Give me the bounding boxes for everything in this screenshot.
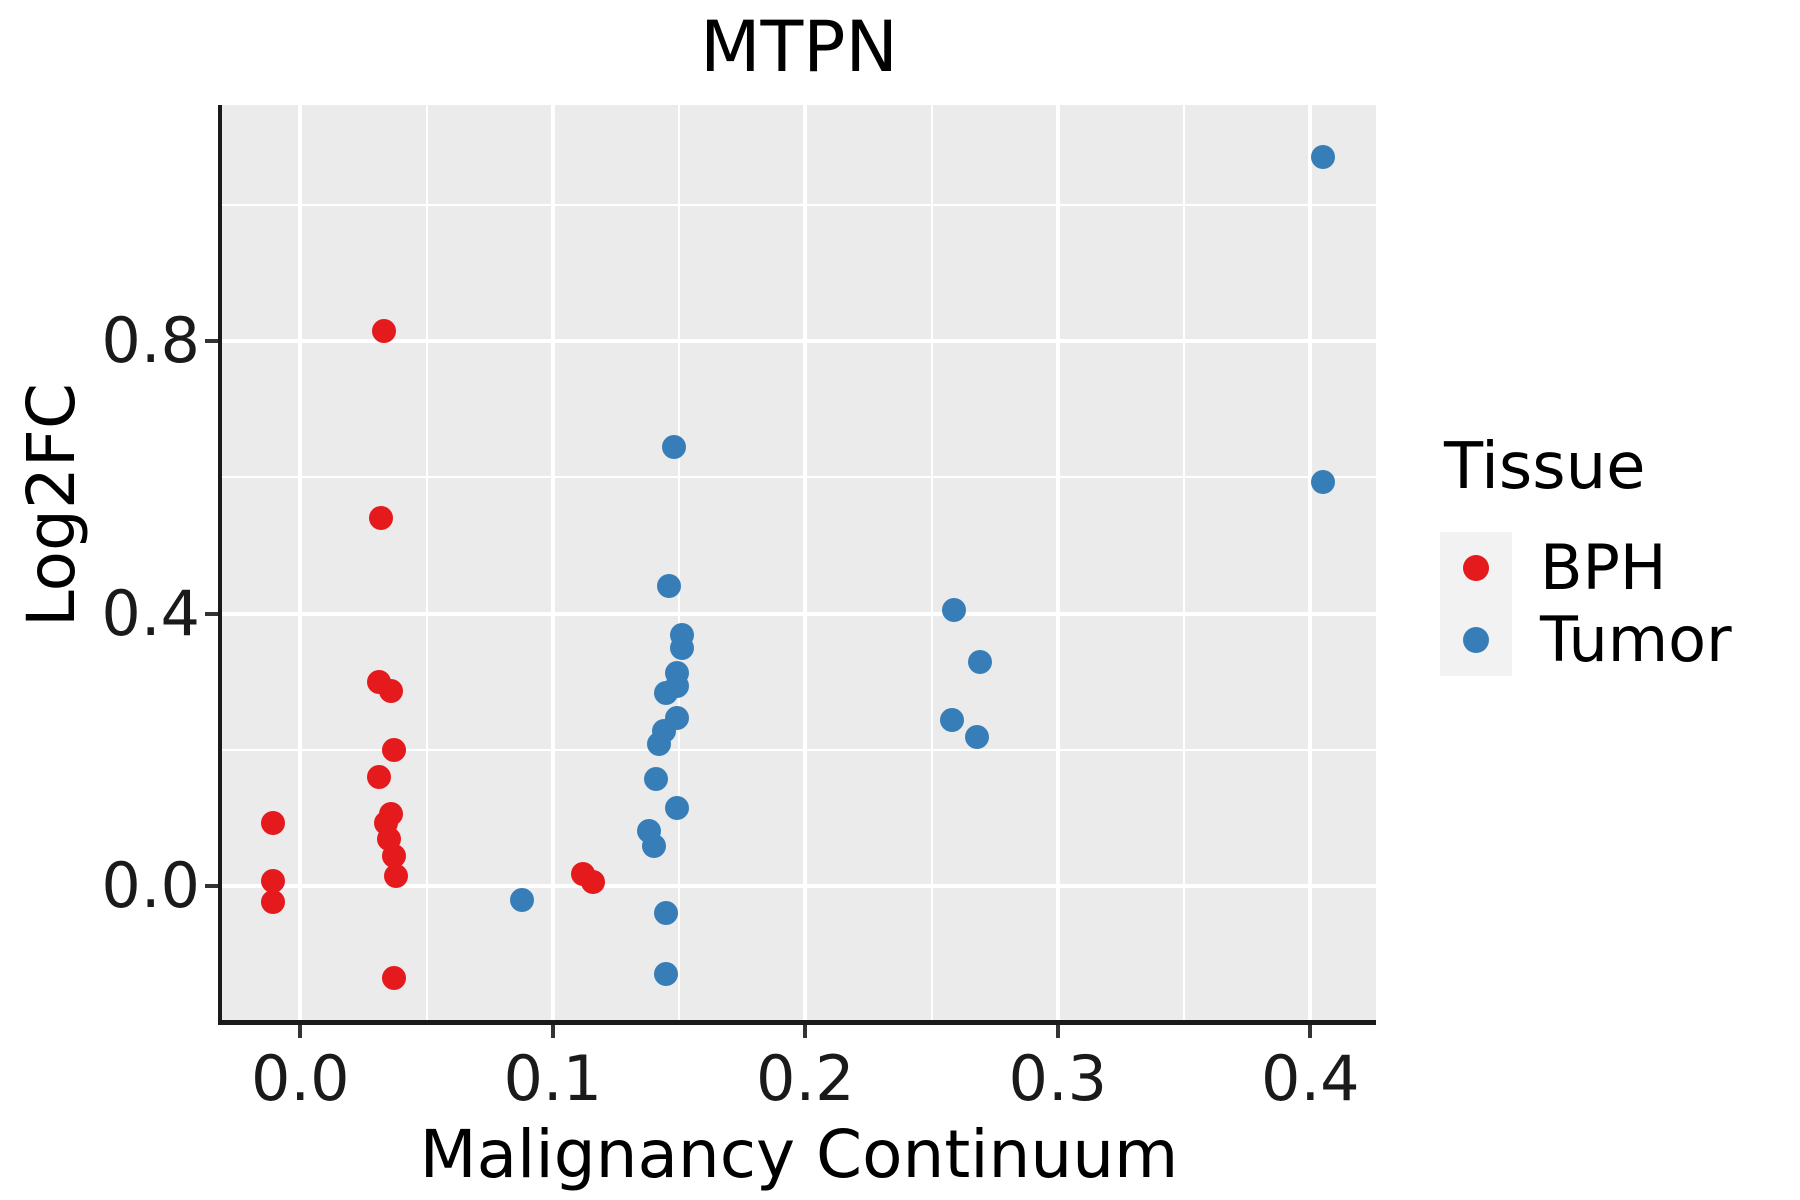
data-point-tumor xyxy=(664,795,689,820)
x-major-gridline xyxy=(1308,105,1313,1022)
data-point-tumor xyxy=(669,636,694,661)
y-tick-label: 0.0 xyxy=(101,848,200,922)
y-major-gridline xyxy=(222,339,1376,344)
legend-title: Tissue xyxy=(1444,430,1646,504)
legend-marker-tumor xyxy=(1463,627,1489,653)
data-point-tumor xyxy=(1310,470,1335,495)
data-point-tumor xyxy=(644,766,669,791)
data-point-tumor xyxy=(656,573,681,598)
x-minor-gridline xyxy=(678,105,681,1022)
data-point-tumor xyxy=(942,598,967,623)
data-point-tumor xyxy=(654,681,679,706)
y-tick-label: 0.4 xyxy=(101,576,200,650)
data-point-tumor xyxy=(965,725,990,750)
x-major-gridline xyxy=(1055,105,1060,1022)
x-tick-label: 0.0 xyxy=(250,1042,350,1115)
legend: Tissue BPH Tumor xyxy=(1440,430,1800,676)
data-point-bph xyxy=(260,810,285,835)
x-major-gridline xyxy=(298,105,303,1022)
data-point-bph xyxy=(369,506,394,531)
data-point-bph xyxy=(384,864,409,889)
y-tick-label: 0.8 xyxy=(101,304,200,378)
data-point-tumor xyxy=(510,888,535,913)
legend-row-tumor: Tumor xyxy=(1440,604,1800,676)
y-minor-gridline xyxy=(222,204,1376,207)
data-point-tumor xyxy=(939,707,964,732)
data-point-tumor xyxy=(654,901,679,926)
y-axis-line xyxy=(218,105,222,1024)
x-axis-line xyxy=(218,1020,1376,1025)
y-minor-gridline xyxy=(222,476,1376,479)
x-minor-gridline xyxy=(930,105,933,1022)
data-point-bph xyxy=(381,737,406,762)
y-minor-gridline xyxy=(222,748,1376,751)
x-tick-label: 0.1 xyxy=(503,1042,603,1115)
legend-label-bph: BPH xyxy=(1540,531,1667,604)
x-minor-gridline xyxy=(425,105,428,1022)
x-tick-mark xyxy=(803,1025,808,1038)
data-point-bph xyxy=(381,843,406,868)
data-point-tumor xyxy=(662,434,686,459)
y-major-gridline xyxy=(222,611,1376,616)
legend-row-bph: BPH xyxy=(1440,532,1800,604)
y-tick-mark xyxy=(205,339,218,344)
y-tick-mark xyxy=(205,611,218,616)
legend-key-box xyxy=(1440,532,1512,604)
x-major-gridline xyxy=(550,105,555,1022)
data-point-tumor xyxy=(967,649,992,674)
y-major-gridline xyxy=(222,883,1376,888)
x-tick-mark xyxy=(298,1025,303,1038)
x-tick-mark xyxy=(1308,1025,1313,1038)
y-axis-title: Log2FC xyxy=(13,383,90,627)
legend-key-box xyxy=(1440,604,1512,676)
legend-marker-bph xyxy=(1463,555,1489,581)
legend-rows: BPH Tumor xyxy=(1440,532,1800,676)
x-minor-gridline xyxy=(1183,105,1186,1022)
data-point-bph xyxy=(366,764,391,789)
data-point-bph xyxy=(260,889,285,914)
data-point-bph xyxy=(379,679,404,704)
data-point-bph xyxy=(371,319,396,344)
x-tick-label: 0.4 xyxy=(1261,1042,1360,1115)
data-point-tumor xyxy=(654,962,679,987)
x-tick-mark xyxy=(1055,1025,1060,1038)
data-point-bph xyxy=(381,965,406,990)
data-point-tumor xyxy=(641,834,666,859)
data-point-tumor xyxy=(1310,145,1335,170)
data-point-tumor xyxy=(646,731,671,756)
y-tick-mark xyxy=(205,883,218,888)
x-axis-title: Malignancy Continuum xyxy=(419,1116,1179,1193)
chart-title: MTPN xyxy=(700,6,898,88)
x-major-gridline xyxy=(803,105,808,1022)
legend-label-tumor: Tumor xyxy=(1540,603,1732,676)
x-tick-label: 0.2 xyxy=(756,1042,855,1115)
data-point-bph xyxy=(260,869,285,894)
data-point-bph xyxy=(581,870,606,895)
x-tick-mark xyxy=(550,1025,555,1038)
x-tick-label: 0.3 xyxy=(1008,1042,1108,1115)
